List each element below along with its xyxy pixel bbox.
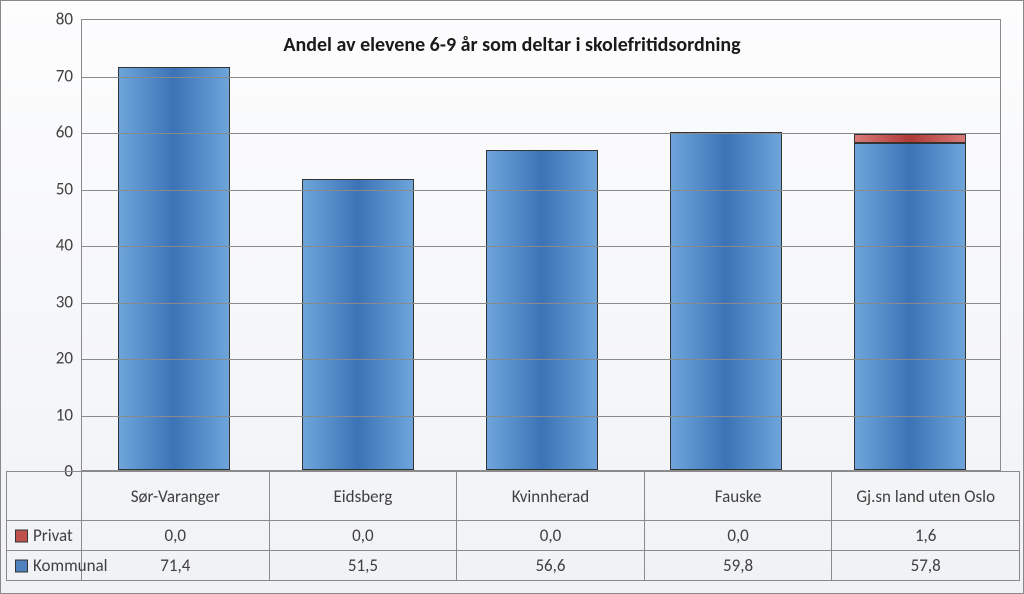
- ytick-label: 70: [33, 65, 73, 86]
- cell: 0,0: [457, 521, 645, 551]
- category-header: Fauske: [644, 472, 832, 521]
- gridline: [82, 303, 1000, 304]
- bar-privat: [854, 134, 966, 143]
- ytick-label: 30: [33, 291, 73, 312]
- bar-kommunal: [118, 67, 230, 470]
- row-label-privat: Privat: [7, 521, 82, 551]
- data-table: Sør-Varanger Eidsberg Kvinnherad Fauske …: [6, 471, 1020, 581]
- cell: 51,5: [269, 551, 457, 581]
- cell: 57,8: [832, 551, 1020, 581]
- chart-container: 01020304050607080 Andel av elevene 6-9 å…: [0, 0, 1024, 594]
- cell: 56,6: [457, 551, 645, 581]
- plot-area: [81, 19, 1001, 471]
- bar-group: [854, 18, 966, 470]
- bar-kommunal: [854, 143, 966, 470]
- gridline: [82, 416, 1000, 417]
- cell: 1,6: [832, 521, 1020, 551]
- category-header: Sør-Varanger: [82, 472, 270, 521]
- cell: 0,0: [269, 521, 457, 551]
- bars-layer: [82, 20, 1000, 470]
- swatch-kommunal-icon: [15, 559, 28, 572]
- ytick-label: 80: [33, 9, 73, 30]
- swatch-privat-icon: [15, 529, 28, 542]
- gridline: [82, 246, 1000, 247]
- gridline: [82, 359, 1000, 360]
- table-row-kommunal: Kommunal 71,4 51,5 56,6 59,8 57,8: [7, 551, 1020, 581]
- ytick-label: 20: [33, 348, 73, 369]
- ytick-label: 40: [33, 235, 73, 256]
- cell: 0,0: [644, 521, 832, 551]
- cell: 71,4: [82, 551, 270, 581]
- bar-group: [118, 18, 230, 470]
- bar-group: [302, 18, 414, 470]
- bar-kommunal: [486, 150, 598, 470]
- bar-kommunal: [302, 179, 414, 470]
- table-row-privat: Privat 0,0 0,0 0,0 0,0 1,6: [7, 521, 1020, 551]
- ytick-label: 50: [33, 178, 73, 199]
- chart-title: Andel av elevene 6-9 år som deltar i sko…: [1, 33, 1023, 57]
- row-label-privat-text: Privat: [33, 525, 73, 546]
- category-header: Eidsberg: [269, 472, 457, 521]
- row-label-kommunal-text: Kommunal: [33, 555, 108, 576]
- cell: 0,0: [82, 521, 270, 551]
- gridline: [82, 77, 1000, 78]
- gridline: [82, 190, 1000, 191]
- bar-group: [486, 18, 598, 470]
- gridline: [82, 133, 1000, 134]
- category-header: Kvinnherad: [457, 472, 645, 521]
- ytick-label: 10: [33, 404, 73, 425]
- row-label-kommunal: Kommunal: [7, 551, 82, 581]
- bar-kommunal: [670, 132, 782, 470]
- cell: 59,8: [644, 551, 832, 581]
- category-header: Gj.sn land uten Oslo: [832, 472, 1020, 521]
- ytick-label: 60: [33, 122, 73, 143]
- table-corner-cell: [7, 472, 82, 521]
- table-header-row: Sør-Varanger Eidsberg Kvinnherad Fauske …: [7, 472, 1020, 521]
- bar-group: [670, 18, 782, 470]
